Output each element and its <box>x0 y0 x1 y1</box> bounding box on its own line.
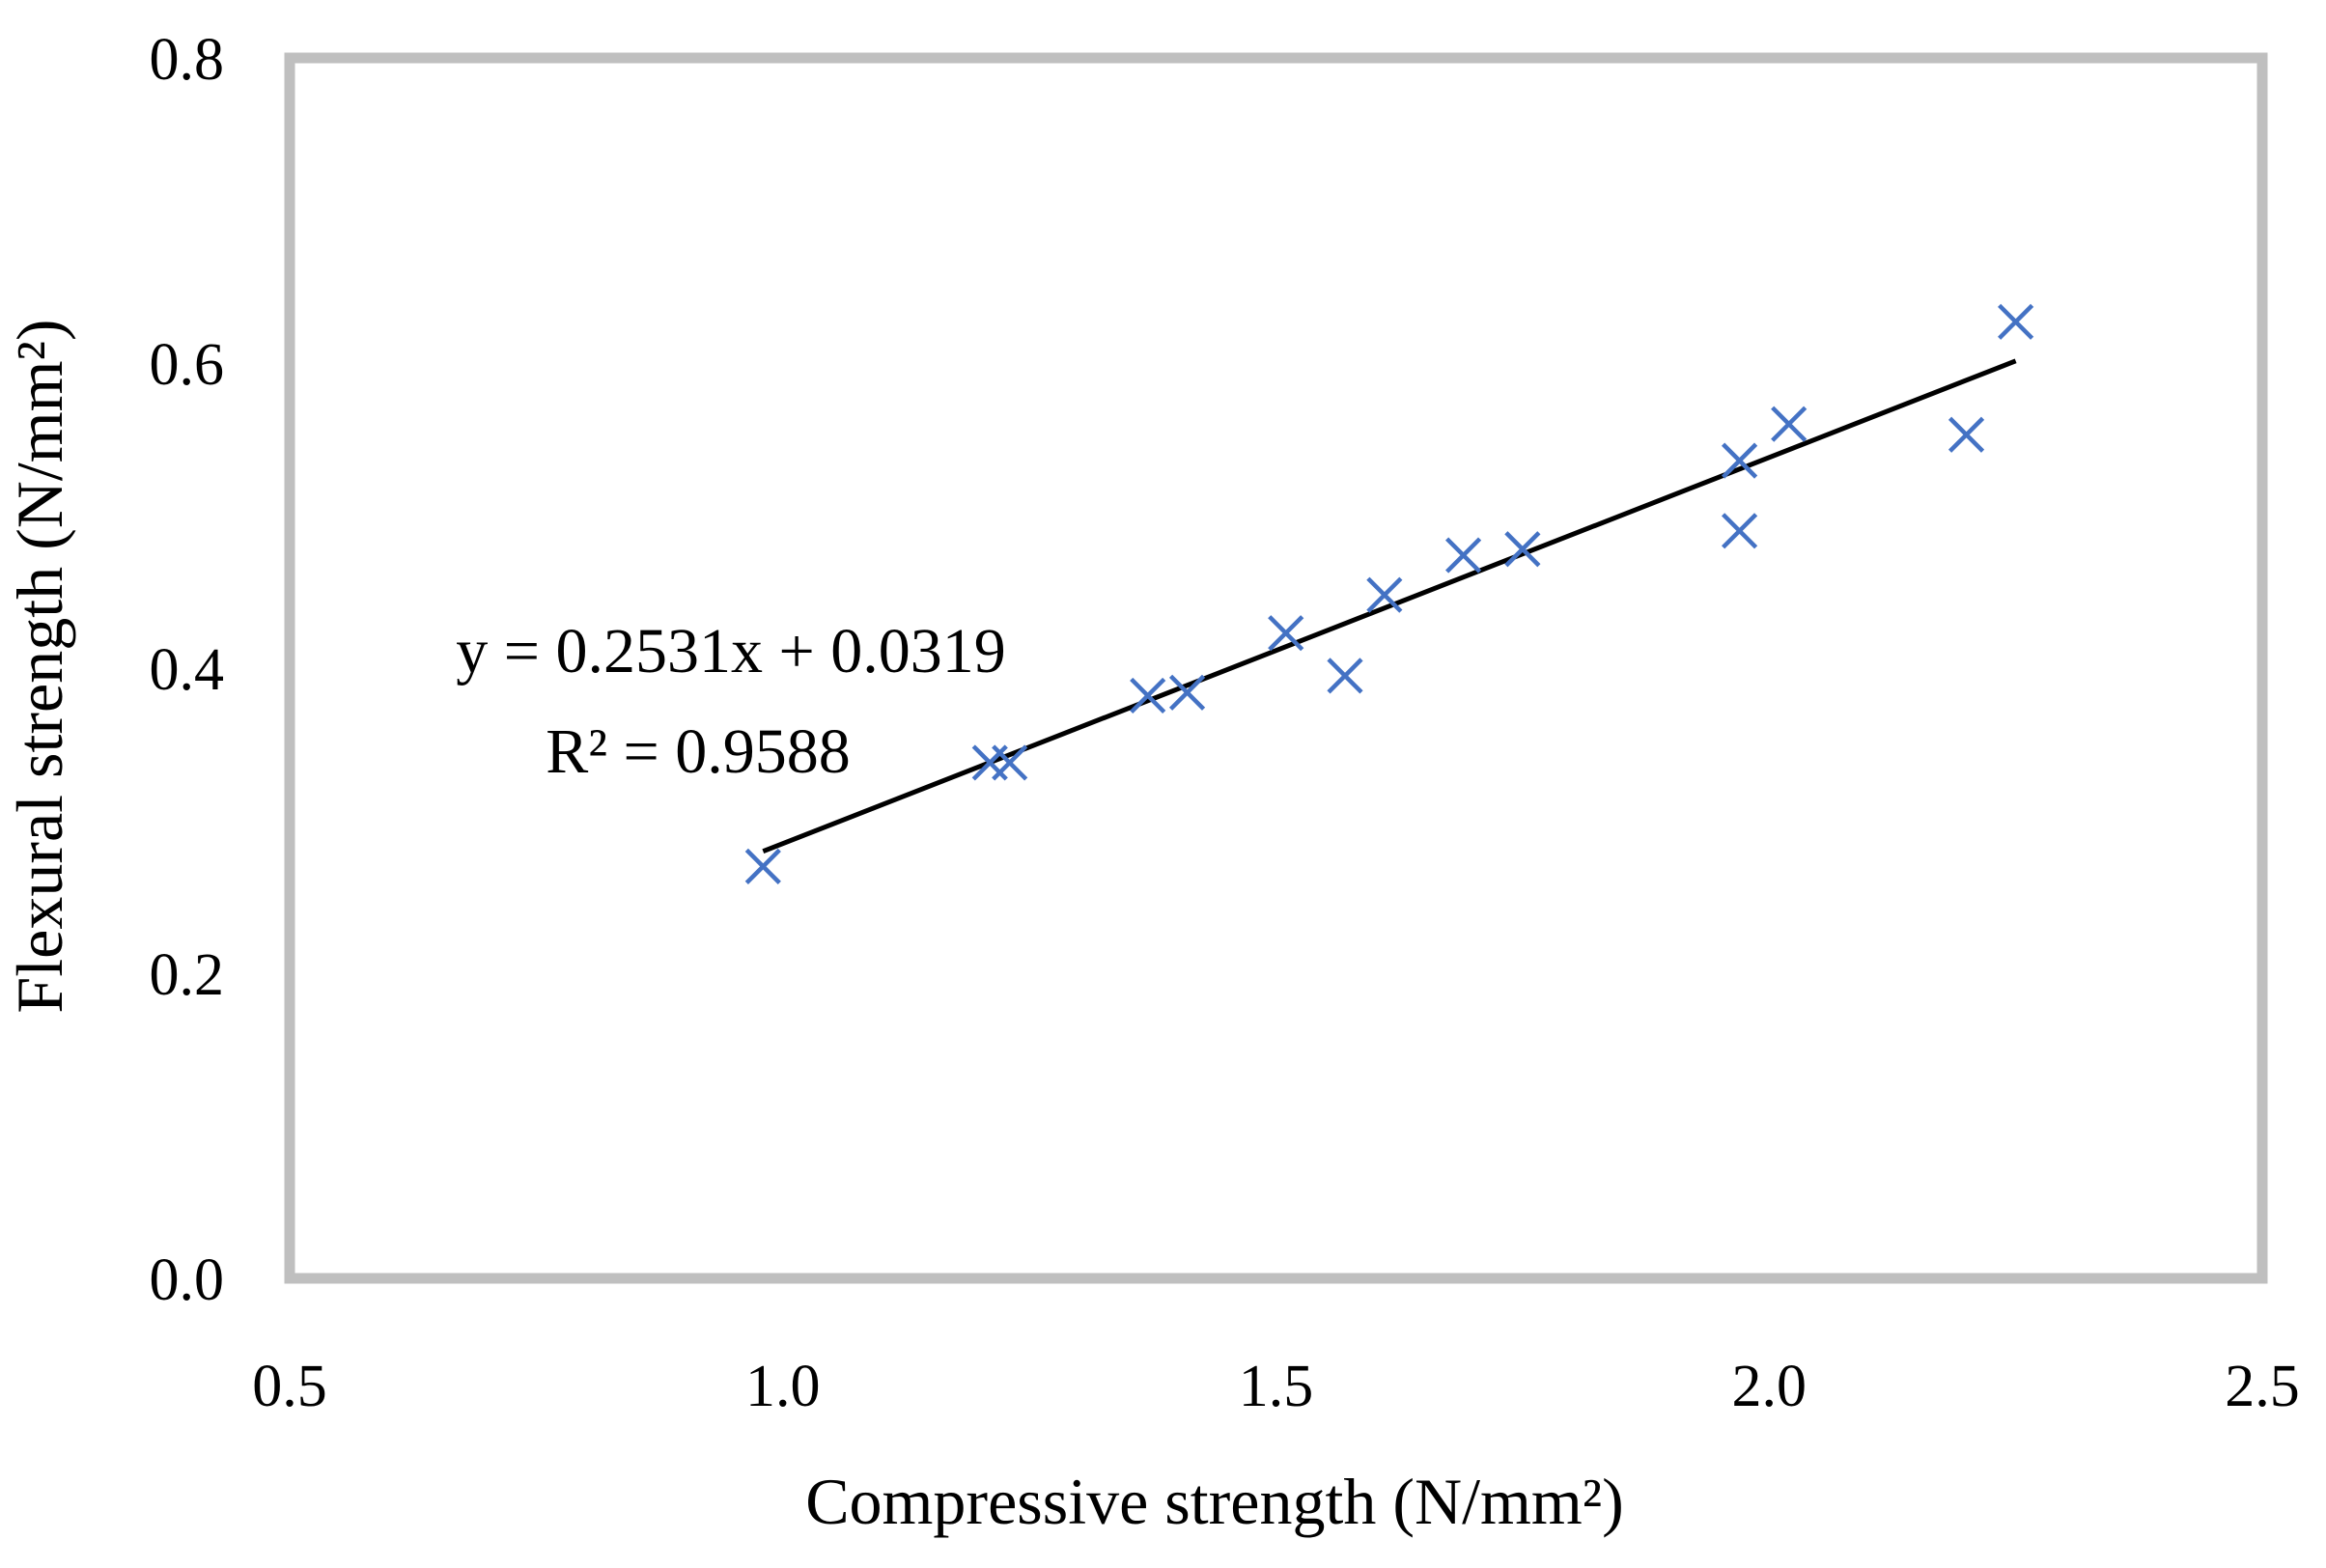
data-point-stroke <box>1771 406 1808 442</box>
y-tick-label: 0.0 <box>150 1247 225 1313</box>
y-tick-label: 0.8 <box>150 27 225 93</box>
data-point-stroke <box>1268 615 1304 652</box>
x-tick-label: 1.5 <box>1239 1354 1314 1419</box>
data-point-stroke <box>1130 677 1166 714</box>
data-point <box>1130 677 1166 714</box>
data-point <box>1444 537 1482 574</box>
data-point <box>1722 513 1758 549</box>
trendline-layer <box>762 358 2017 854</box>
data-point <box>992 744 1028 781</box>
data-point-stroke <box>1948 416 1985 453</box>
data-point-stroke <box>992 744 1028 781</box>
data-point <box>1366 576 1403 613</box>
data-point <box>1168 674 1206 711</box>
data-point <box>1998 303 2034 340</box>
trendline-equation: y = 0.2531x + 0.0319 <box>456 616 1005 686</box>
y-tick-label: 0.4 <box>150 637 225 703</box>
trendline-r-squared: R² = 0.9588 <box>546 716 851 787</box>
y-axis-ticks: 0.0 0.2 0.4 0.6 0.8 <box>150 27 225 1313</box>
data-point <box>1771 406 1808 442</box>
data-point <box>1504 531 1541 568</box>
data-points <box>744 303 2034 884</box>
data-point <box>744 848 781 884</box>
data-point-stroke <box>1998 303 2034 340</box>
plot-frame <box>284 52 2268 1284</box>
data-point-stroke <box>1168 674 1206 711</box>
y-tick-label: 0.6 <box>150 332 225 398</box>
data-point <box>1327 658 1363 694</box>
data-point-stroke <box>1504 531 1541 568</box>
x-axis-title: Compressive strength (N/mm²) <box>805 1465 1624 1538</box>
data-point <box>971 744 1008 781</box>
x-axis-ticks: 0.5 1.0 1.5 2.0 2.5 <box>252 1354 2300 1419</box>
x-tick-label: 2.0 <box>1732 1354 1808 1419</box>
data-point-stroke <box>1444 537 1482 574</box>
data-point-stroke <box>1327 658 1363 694</box>
data-point <box>1948 416 1985 453</box>
y-tick-label: 0.2 <box>150 942 225 1008</box>
data-point-stroke <box>1366 576 1403 613</box>
data-point <box>1722 442 1758 479</box>
y-axis-title: Flexural strength (N/mm²) <box>3 319 76 1013</box>
data-point-stroke <box>744 848 781 884</box>
data-point-stroke <box>1722 442 1758 479</box>
data-point-stroke <box>1722 513 1758 549</box>
x-tick-label: 0.5 <box>252 1354 327 1419</box>
x-tick-label: 1.0 <box>745 1354 821 1419</box>
trendline <box>762 358 2017 854</box>
x-tick-label: 2.5 <box>2225 1354 2300 1419</box>
data-point <box>1268 615 1304 652</box>
